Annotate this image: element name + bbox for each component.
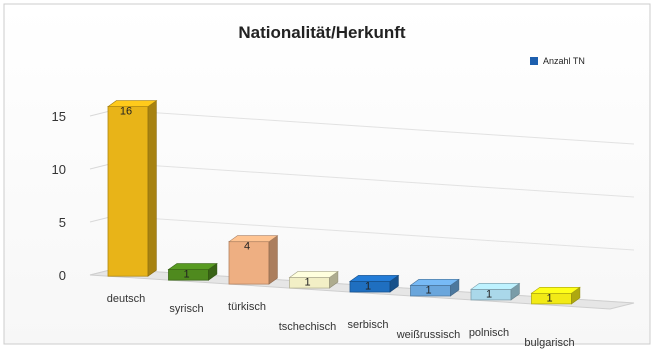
y-tick-label: 10: [52, 162, 66, 177]
category-label: tschechisch: [279, 321, 336, 333]
data-label: 16: [120, 106, 132, 118]
gridline: [113, 215, 635, 251]
bar-polnisch: [470, 282, 521, 301]
category-label: weißrussisch: [396, 329, 461, 341]
bar-top: [530, 286, 581, 294]
bar-top: [228, 235, 279, 242]
bar-serbisch: [349, 274, 400, 293]
category-label: syrisch: [169, 303, 203, 315]
bar-bulgarisch: [530, 286, 581, 305]
data-label: 1: [183, 269, 189, 281]
legend: Anzahl TN: [530, 56, 585, 66]
bar-front: [228, 241, 270, 285]
category-label: deutsch: [107, 293, 146, 305]
chart-title: Nationalität/Herkunft: [238, 23, 406, 42]
bar-top: [167, 263, 218, 270]
bar-top: [107, 100, 158, 107]
bar-top: [409, 279, 460, 286]
gridline: [113, 109, 635, 145]
data-label: 4: [244, 241, 250, 253]
gridline: [113, 162, 635, 198]
data-label: 1: [425, 284, 431, 296]
plot-area: 0 5 10 15 16 deutsch 1 syrisch 4 türkisch 1 tschech…: [52, 99, 635, 349]
category-label: bulgarisch: [524, 337, 574, 349]
legend-label: Anzahl TN: [543, 56, 585, 66]
bar-side: [268, 235, 278, 285]
bar-top: [288, 271, 339, 278]
data-label: 1: [365, 280, 371, 292]
bar-side: [147, 99, 157, 277]
bar-top: [470, 283, 521, 290]
data-label: 1: [304, 276, 310, 288]
category-label: serbisch: [348, 319, 389, 331]
data-label: 1: [546, 292, 552, 304]
bar-top: [349, 275, 400, 282]
legend-swatch: [530, 57, 538, 65]
bar-front: [107, 106, 149, 277]
bar-türkisch: [228, 235, 279, 285]
category-label: polnisch: [469, 327, 509, 339]
bar-syrisch: [167, 262, 218, 281]
bar-weißrussisch: [409, 278, 460, 297]
bar-deutsch: [107, 99, 158, 277]
bar-tschechisch: [288, 270, 339, 289]
data-label: 1: [486, 288, 492, 300]
y-tick-label: 15: [52, 109, 66, 124]
y-tick-label: 5: [59, 215, 66, 230]
category-label: türkisch: [228, 301, 266, 313]
y-tick-label: 0: [59, 268, 66, 283]
